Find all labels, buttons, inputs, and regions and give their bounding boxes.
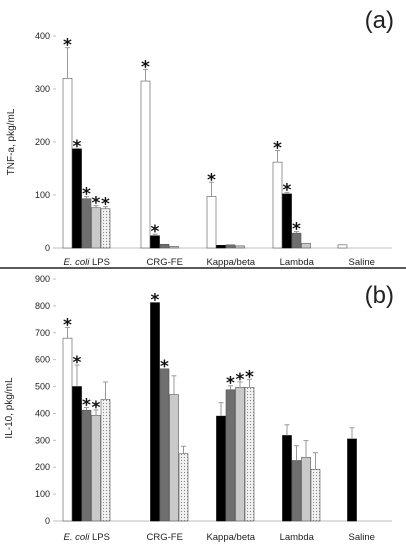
- category-label-text: Kappa/beta: [206, 532, 255, 543]
- bar-black: [282, 193, 292, 249]
- significance-star: *: [245, 367, 254, 387]
- y-tick-label: 200: [35, 462, 50, 472]
- category-label: Saline: [349, 257, 375, 268]
- bar-light_gray: [91, 415, 101, 522]
- category-label: CRG-FE: [147, 532, 183, 543]
- category-label-text: Saline: [349, 257, 375, 268]
- significance-star: *: [151, 291, 160, 311]
- bar-dark_gray: [159, 368, 170, 522]
- y-tick-label: 200: [35, 137, 50, 147]
- category-label: Kappa/beta: [206, 532, 255, 543]
- y-tick-label: 400: [35, 408, 50, 418]
- significance-star: *: [92, 194, 101, 214]
- bar-white: [206, 196, 217, 249]
- y-tick-label: 800: [35, 301, 50, 311]
- category-label: E. coli LPS: [64, 257, 110, 268]
- y-tick-label: 0: [45, 516, 50, 526]
- category-label-text: LPS: [89, 257, 110, 268]
- y-tick-label: 100: [35, 489, 50, 499]
- category-label-italic: E. coli: [64, 257, 91, 268]
- bar-black: [282, 435, 292, 522]
- category-label-text: Lambda: [280, 257, 315, 268]
- category-label: Kappa/beta: [206, 257, 255, 268]
- bar-white: [337, 244, 348, 249]
- bar-dark_gray: [159, 243, 170, 249]
- bar-white: [272, 161, 283, 249]
- category-label-text: CRG-FE: [147, 257, 183, 268]
- significance-star: *: [292, 220, 301, 240]
- bar-black: [72, 148, 82, 249]
- significance-star: *: [283, 180, 292, 200]
- significance-star: *: [73, 353, 82, 373]
- y-tick-label: 300: [35, 435, 50, 445]
- category-label-text: CRG-FE: [147, 532, 183, 543]
- significance-star: *: [63, 36, 72, 56]
- bar-dotted: [100, 399, 111, 522]
- bar-dark_gray: [291, 460, 302, 522]
- y-tick-label: 400: [35, 31, 50, 41]
- panel-b: (b) IL-10, pkg/mL 0 100 200 300 400 500 600 700…: [4, 274, 394, 543]
- bar-dark_gray: [225, 244, 236, 249]
- y-tick-label: 700: [35, 328, 50, 338]
- y-tick-label: 0: [45, 243, 50, 253]
- y-tick-label: 100: [35, 190, 50, 200]
- category-label: E. coli LPS: [64, 532, 110, 543]
- bar-dotted: [178, 453, 189, 522]
- bar-dark_gray: [225, 389, 236, 522]
- significance-star: *: [82, 185, 91, 205]
- bar-light_gray: [169, 394, 179, 522]
- bar-dark_gray: [81, 198, 92, 249]
- category-label-text: Lambda: [280, 532, 315, 543]
- significance-star: *: [82, 396, 91, 416]
- category-label-text: LPS: [89, 532, 110, 543]
- significance-star: *: [141, 57, 150, 77]
- bar-light_gray: [235, 245, 245, 249]
- significance-star: *: [236, 370, 245, 390]
- bar-black: [216, 245, 226, 249]
- panel-b-ylabel: IL-10, pkg/mL: [4, 377, 15, 439]
- category-label-text: Saline: [349, 532, 375, 543]
- significance-star: *: [207, 170, 216, 190]
- bar-black: [216, 415, 226, 522]
- bar-light_gray: [301, 456, 311, 522]
- bar-light_gray: [235, 387, 245, 522]
- panel-a-label: (a): [365, 7, 394, 34]
- y-tick-label: 500: [35, 382, 50, 392]
- significance-star: *: [63, 315, 72, 335]
- bar-black: [150, 302, 160, 522]
- significance-star: *: [92, 398, 101, 418]
- significance-star: *: [273, 138, 282, 158]
- bar-white: [62, 337, 73, 522]
- category-label: Saline: [349, 532, 375, 543]
- significance-star: *: [226, 374, 235, 394]
- bar-dark_gray: [81, 409, 92, 522]
- bar-light_gray: [91, 207, 101, 249]
- significance-star: *: [151, 222, 160, 242]
- category-label-text: Kappa/beta: [206, 257, 255, 268]
- significance-star: *: [101, 195, 110, 215]
- category-label: Lambda: [280, 532, 315, 543]
- category-label: Lambda: [280, 257, 315, 268]
- y-tick-label: 900: [35, 274, 50, 284]
- bar-light_gray: [169, 246, 179, 249]
- bar-black: [347, 438, 357, 522]
- y-tick-label: 300: [35, 84, 50, 94]
- significance-star: *: [160, 357, 169, 377]
- bar-white: [140, 80, 151, 249]
- category-label-italic: E. coli: [64, 532, 91, 543]
- significance-star: *: [73, 137, 82, 157]
- bar-black: [72, 386, 82, 522]
- y-tick-label: 600: [35, 355, 50, 365]
- category-label: CRG-FE: [147, 257, 183, 268]
- panel-a-ylabel: TNF-a, pkg/mL: [6, 108, 17, 175]
- bar-dotted: [310, 469, 321, 522]
- panel-b-label: (b): [365, 282, 394, 309]
- bar-dotted: [244, 387, 255, 522]
- bar-white: [62, 78, 73, 249]
- bar-light_gray: [301, 242, 311, 249]
